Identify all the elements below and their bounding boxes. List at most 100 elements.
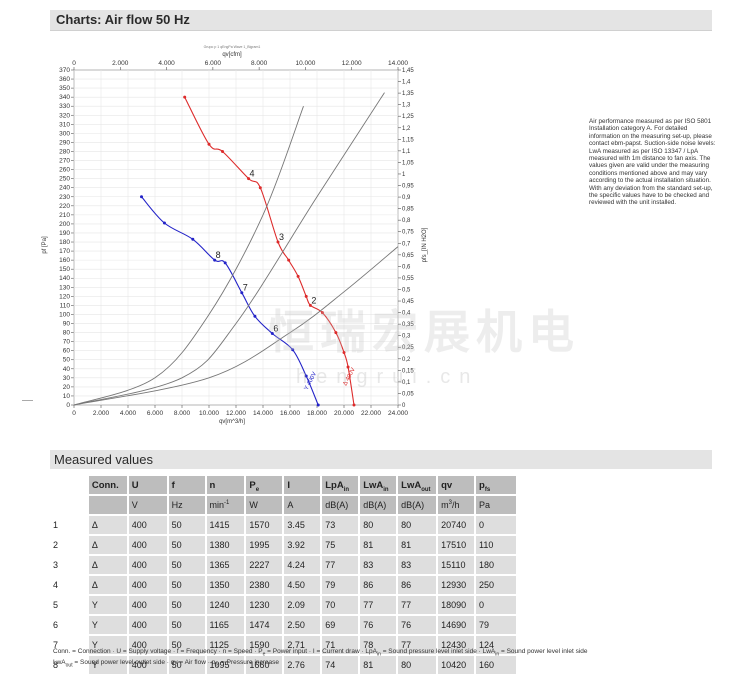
legend-sub: in [495,651,500,658]
data-point [316,403,320,407]
table-cell: 50 [167,535,207,556]
legend-text: = Sound pressure level inlet side · LwA [380,648,496,655]
header-cell-pe: Pe [245,476,285,496]
right-tick-label: 0,15 [402,368,414,374]
table-cell: Y [87,595,129,616]
table-cell: 1240 [205,595,247,616]
unit-cell: dB(A) [359,495,399,516]
table-cell: 79 [321,575,361,596]
y-tick-label: 10 [63,393,71,400]
data-point [352,403,356,407]
table-cell: 18090 [437,595,477,616]
table-cell: 77 [397,635,439,656]
data-point [304,374,308,378]
top-axis-caption: Grupo p 1 qEngPa Wave 1_Bigram1 [204,45,261,49]
unit-cell: Pa [475,495,518,516]
table-cell: 83 [359,555,399,576]
table-cell: 81 [359,535,399,556]
header-cell-pfs: pfs [475,476,518,496]
airflow-chart: 0102030405060708090100110120130140150160… [42,45,428,425]
y-tick-label: 110 [60,302,71,309]
table-cell: 160 [475,655,518,676]
y-tick-label: 90 [63,321,71,328]
table-cell: 4.50 [283,575,323,596]
table-cell: 0 [475,595,518,616]
table-cell: Δ [87,535,129,556]
data-point [270,331,274,335]
table-cell: 77 [359,595,399,616]
y-tick-label: 100 [59,311,70,318]
table-row: 5 Y 400 50 1240 1230 2.09 70 77 77 18090 0 [50,595,518,616]
right-tick-label: 0 [402,403,406,409]
y-tick-label: 270 [59,158,70,165]
right-tick-label: 0,35 [402,322,414,328]
table-row: 7 Y 400 50 1125 1590 2.71 71 78 77 12430 124 [50,635,518,656]
y-tick-label: 180 [59,239,70,246]
table-cell: 78 [359,635,399,656]
y-tick-label: 0 [66,402,70,409]
right-tick-label: 1,4 [402,80,411,86]
data-point [221,149,224,153]
data-point [240,291,244,295]
data-point [320,311,324,315]
table-cell: 83 [397,555,439,576]
table-cell: 400 [127,535,169,556]
operating-point-label: 6 [273,323,278,333]
row-index-cell: 2 [50,535,89,556]
right-tick-label: 0,85 [402,207,414,213]
right-tick-label: 0,05 [402,391,414,397]
data-point [342,350,346,354]
data-point [253,314,257,318]
y-tick-label: 290 [59,139,70,146]
operating-point-label: 4 [250,169,255,179]
right-tick-label: 0,65 [402,253,414,259]
y-tick-label: 350 [59,85,70,92]
measurement-note: Air performance measured as per ISO 5801… [589,118,716,207]
y-tick-label: 240 [59,185,70,192]
unit-cell: W [245,495,285,516]
table-cell: 2380 [245,575,285,596]
table-row: 6 Y 400 50 1165 1474 2.50 69 76 76 14690 79 [50,615,518,636]
y-axis-label: pf [Pa] [42,236,48,254]
header-cell: I [283,476,323,496]
top-axis-label: qv[cfm] [222,52,242,58]
data-point [247,177,251,181]
x-tick-label: 12.000 [226,410,246,417]
right-tick-label: 0,95 [402,184,414,190]
table-cell: 1660 [245,655,285,676]
table-cell: 1380 [205,535,247,556]
legend-sub: in [376,651,381,658]
unit-cell: Hz [167,495,207,516]
charts-header: Charts: Air flow 50 Hz [50,10,712,31]
y-tick-label: 340 [59,94,70,101]
right-tick-label: 0,75 [402,230,414,236]
top-tick-label: 0 [72,60,76,67]
top-tick-label: 8.000 [251,60,268,67]
table-cell: 86 [359,575,399,596]
table-cell: 71 [321,635,361,656]
right-axis-label: pfs_[IN H2O] [422,227,428,262]
legend-sub: fs [215,662,220,669]
right-tick-label: 0,7 [402,241,411,247]
y-tick-label: 250 [59,176,70,183]
table-cell: 124 [475,635,518,656]
table-header-row: Conn. U f n Pe I LpAin LwAin LwAout qv p… [50,476,518,496]
table-cell: 70 [321,595,361,616]
row-index-cell: 7 [50,635,89,656]
y-tick-label: 130 [59,284,70,291]
row-index-cell: 6 [50,615,89,636]
y-tick-label: 60 [63,348,71,355]
data-point [334,331,338,335]
table-cell: 80 [397,515,439,536]
table-row: 3 Δ 400 50 1365 2227 4.24 77 83 83 15110 180 [50,555,518,576]
right-tick-label: 0,4 [402,311,411,317]
y-tick-label: 330 [59,103,70,110]
table-cell: 50 [167,575,207,596]
legend-text: = Sound power level outlet side · qv = A… [72,659,216,666]
row-index-cell: 8 [50,655,89,676]
x-axis-label: qv[m^3/h] [219,419,245,425]
y-tick-label: 360 [59,76,70,83]
data-point [276,240,280,244]
table-cell: 80 [397,655,439,676]
table-cell: 50 [167,615,207,636]
